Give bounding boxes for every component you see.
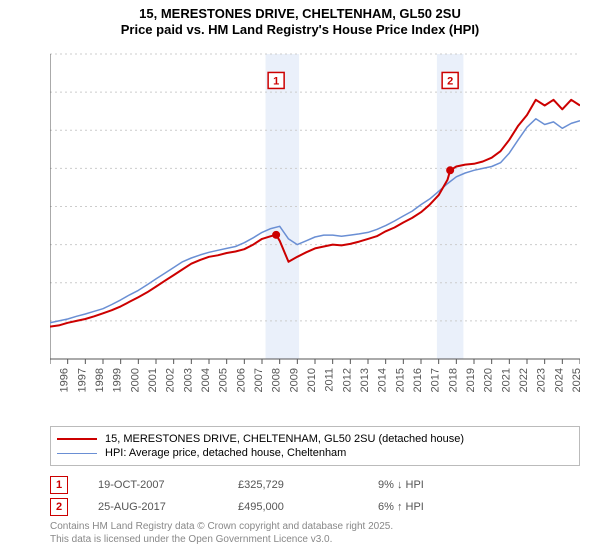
svg-text:2012: 2012: [341, 368, 353, 392]
transaction-price: £325,729: [238, 479, 378, 491]
footer-attribution: Contains HM Land Registry data © Crown c…: [50, 520, 580, 546]
svg-text:2007: 2007: [253, 368, 265, 392]
transaction-marker: 1: [50, 476, 68, 494]
transaction-delta: 9% ↓ HPI: [378, 479, 518, 491]
svg-text:1999: 1999: [112, 368, 124, 392]
svg-text:2023: 2023: [536, 368, 548, 392]
svg-text:2: 2: [447, 75, 453, 87]
footer-line-1: Contains HM Land Registry data © Crown c…: [50, 520, 580, 533]
svg-text:1995: 1995: [50, 368, 53, 392]
svg-text:1: 1: [273, 75, 279, 87]
svg-text:2000: 2000: [129, 368, 141, 392]
transaction-date: 19-OCT-2007: [98, 479, 238, 491]
svg-text:2009: 2009: [288, 368, 300, 392]
svg-text:2017: 2017: [430, 368, 442, 392]
svg-text:2022: 2022: [518, 368, 530, 392]
transaction-marker: 2: [50, 498, 68, 516]
svg-text:2016: 2016: [412, 368, 424, 392]
legend-item: HPI: Average price, detached house, Chel…: [57, 447, 573, 459]
svg-text:2021: 2021: [500, 368, 512, 392]
svg-text:2013: 2013: [359, 368, 371, 392]
svg-text:1998: 1998: [94, 368, 106, 392]
svg-text:2002: 2002: [165, 368, 177, 392]
transaction-table: 1 19-OCT-2007£325,7299% ↓ HPI 2 25-AUG-2017…: [50, 472, 580, 520]
svg-text:2005: 2005: [218, 368, 230, 392]
price-chart: £0£100K£200K£300K£400K£500K£600K£700K£80…: [50, 44, 580, 414]
svg-text:2024: 2024: [553, 368, 565, 392]
legend-swatch: [57, 453, 97, 454]
transaction-row: 2 25-AUG-2017£495,0006% ↑ HPI: [50, 498, 580, 516]
legend: 15, MERESTONES DRIVE, CHELTENHAM, GL50 2…: [50, 426, 580, 466]
transaction-delta: 6% ↑ HPI: [378, 501, 518, 513]
svg-text:1996: 1996: [59, 368, 71, 392]
title-line-1: 15, MERESTONES DRIVE, CHELTENHAM, GL50 2…: [0, 6, 600, 22]
svg-text:2008: 2008: [271, 368, 283, 392]
legend-swatch: [57, 438, 97, 440]
transaction-price: £495,000: [238, 501, 378, 513]
svg-text:2020: 2020: [483, 368, 495, 392]
svg-text:2018: 2018: [447, 368, 459, 392]
svg-text:2015: 2015: [394, 368, 406, 392]
chart-title: 15, MERESTONES DRIVE, CHELTENHAM, GL50 2…: [0, 0, 600, 39]
transaction-row: 1 19-OCT-2007£325,7299% ↓ HPI: [50, 476, 580, 494]
legend-item: 15, MERESTONES DRIVE, CHELTENHAM, GL50 2…: [57, 433, 573, 445]
title-line-2: Price paid vs. HM Land Registry's House …: [0, 22, 600, 38]
svg-text:2019: 2019: [465, 368, 477, 392]
svg-text:2006: 2006: [235, 368, 247, 392]
svg-text:2014: 2014: [377, 368, 389, 392]
svg-text:2003: 2003: [182, 368, 194, 392]
svg-text:2025: 2025: [571, 368, 580, 392]
svg-text:2010: 2010: [306, 368, 318, 392]
legend-label: 15, MERESTONES DRIVE, CHELTENHAM, GL50 2…: [105, 433, 464, 445]
svg-text:1997: 1997: [76, 368, 88, 392]
svg-text:2004: 2004: [200, 368, 212, 392]
footer-line-2: This data is licensed under the Open Gov…: [50, 533, 580, 546]
svg-text:2011: 2011: [324, 368, 336, 392]
legend-label: HPI: Average price, detached house, Chel…: [105, 447, 346, 459]
svg-text:2001: 2001: [147, 368, 159, 392]
transaction-date: 25-AUG-2017: [98, 501, 238, 513]
